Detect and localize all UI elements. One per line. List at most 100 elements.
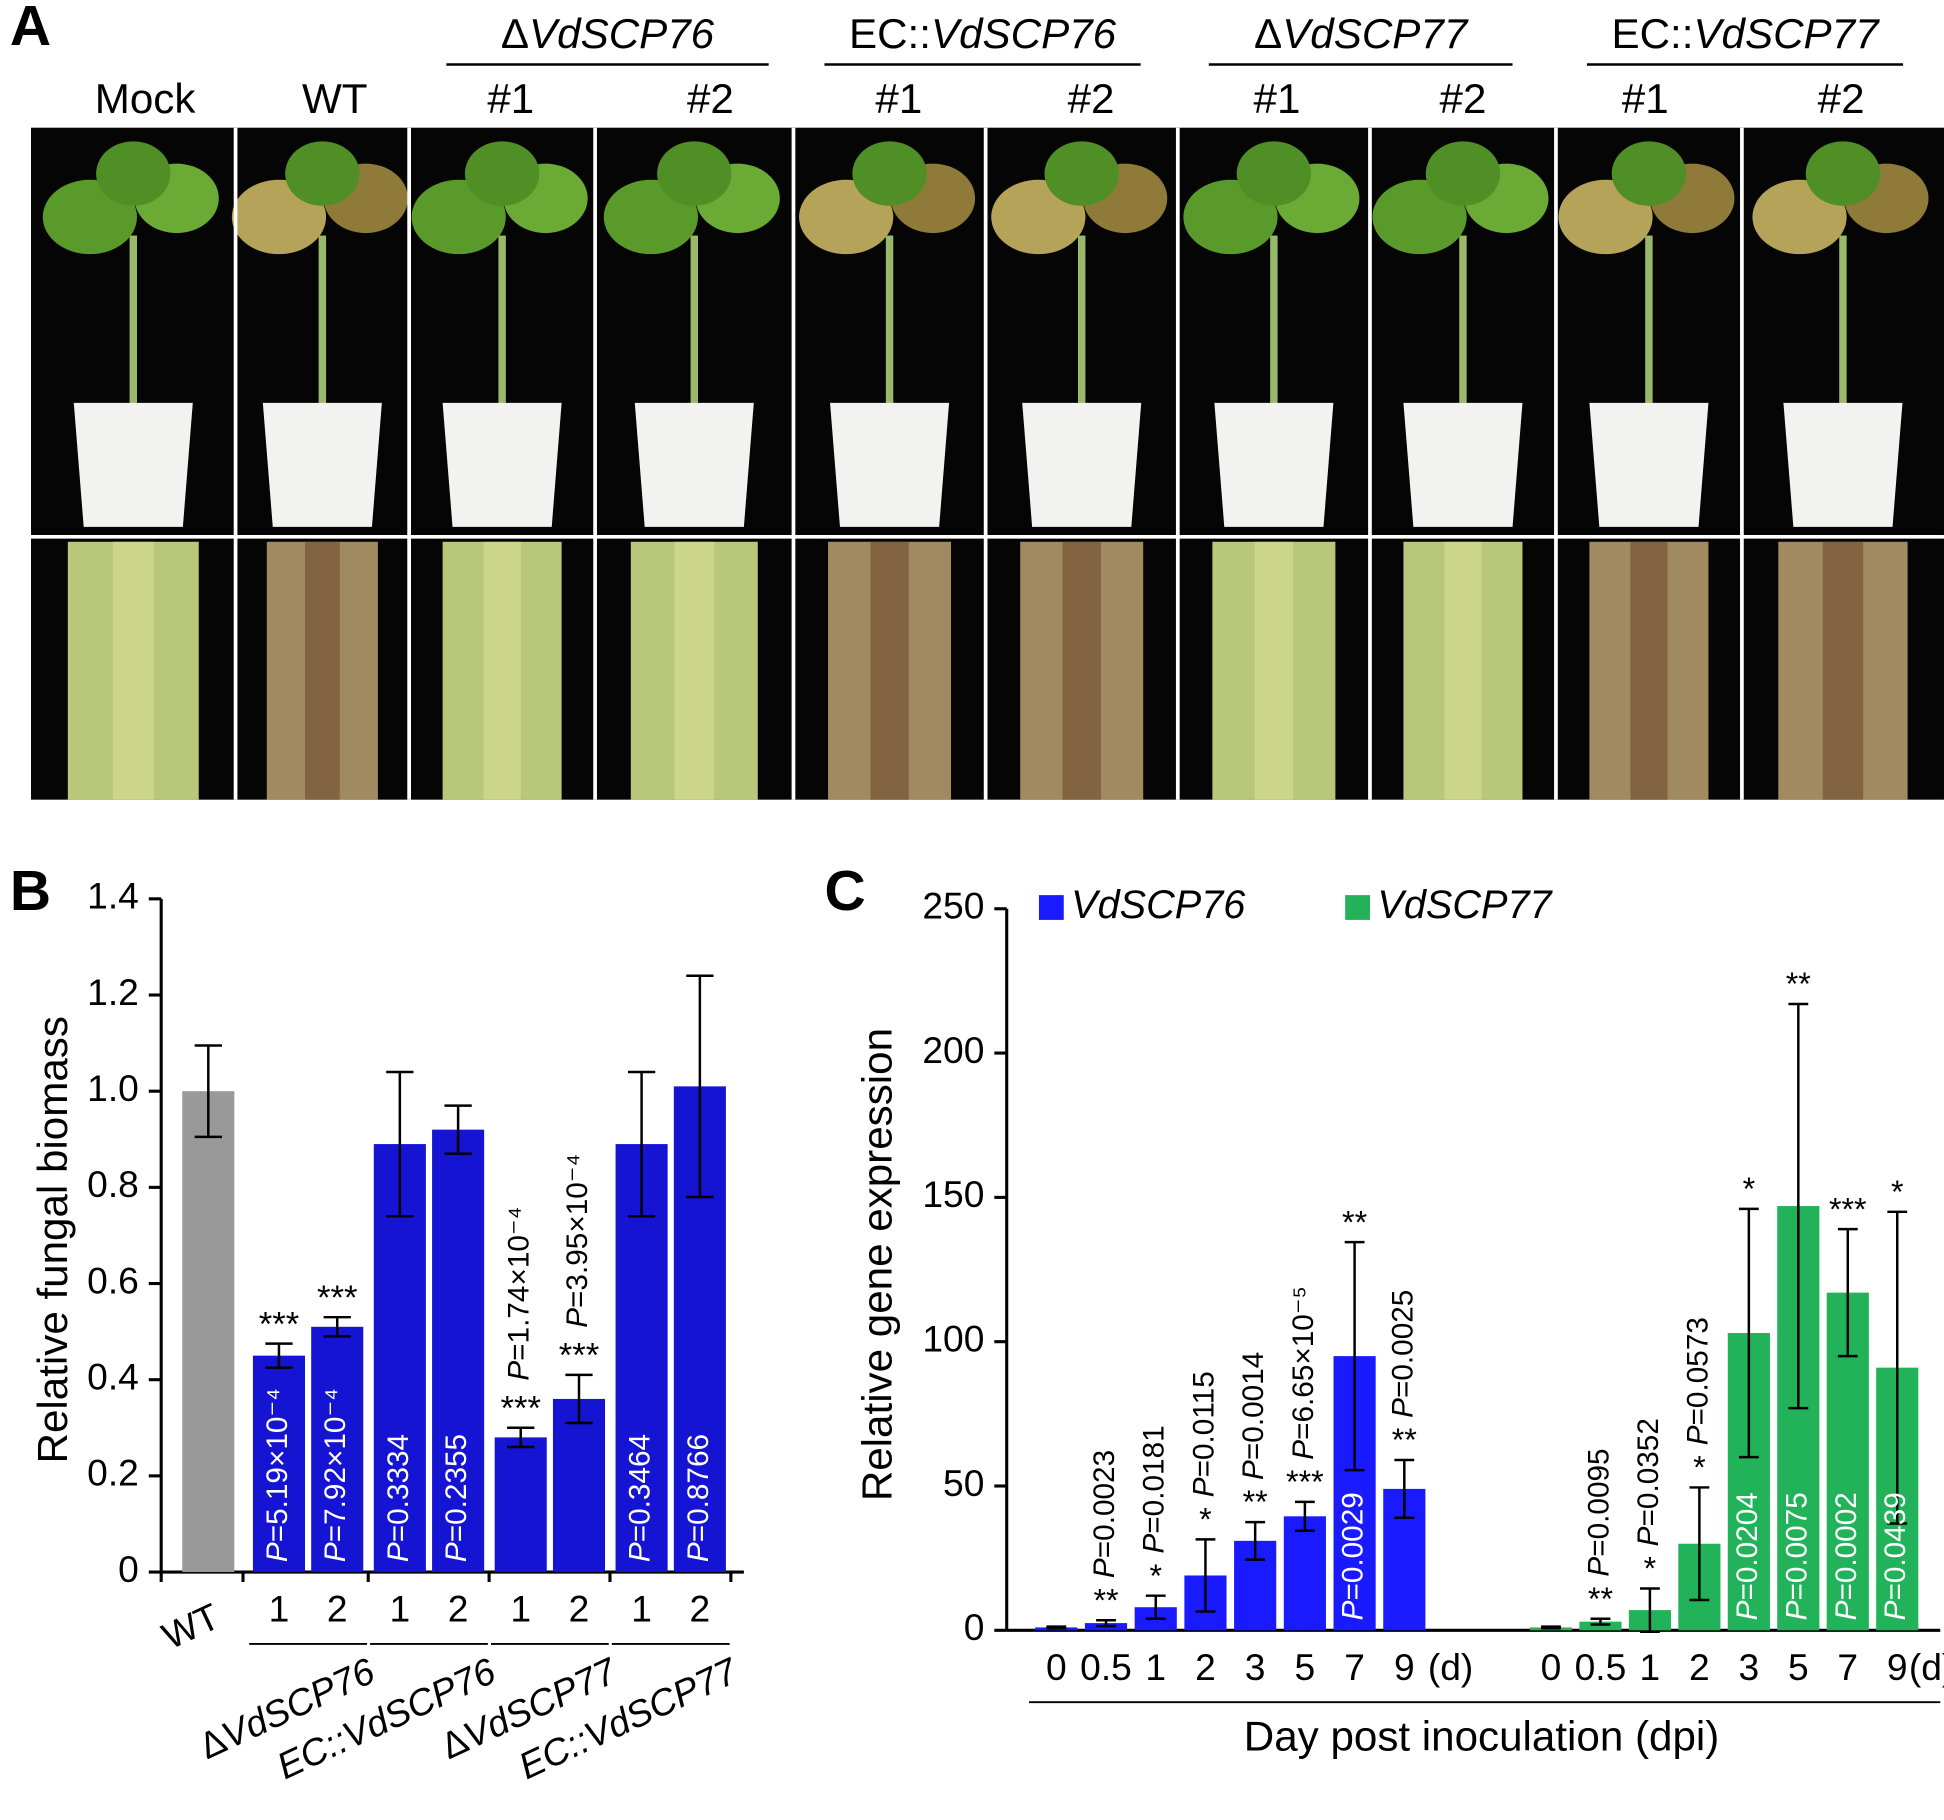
- pot: [1022, 402, 1142, 527]
- y-tick-label: 200: [922, 1029, 984, 1071]
- stem-section-core: [870, 541, 909, 800]
- legend-swatch: [1345, 895, 1370, 920]
- p-value-label: P=7.92×10⁻⁴: [319, 1388, 352, 1562]
- pot: [1783, 402, 1903, 527]
- significance: ***: [1286, 1464, 1324, 1500]
- x-tick-label: 3: [1739, 1646, 1760, 1688]
- leaf: [852, 141, 927, 206]
- stem-section-core: [1254, 541, 1294, 800]
- group-label: ΔVdSCP77: [1254, 10, 1469, 57]
- significance: **: [1392, 1422, 1418, 1458]
- stem: [129, 235, 138, 410]
- x-tick-label: 2: [569, 1588, 590, 1630]
- pot: [1214, 402, 1334, 527]
- pot: [442, 402, 562, 527]
- bar: [311, 1326, 364, 1573]
- column-label: #1: [1254, 75, 1301, 122]
- group-label: ΔVdSCP76: [501, 10, 715, 57]
- x-tick-label: 7: [1837, 1646, 1858, 1688]
- significance: *: [1743, 1171, 1756, 1207]
- bar: [494, 1437, 547, 1573]
- p-value-label: P=0.2355: [440, 1434, 473, 1562]
- leaf: [1236, 141, 1312, 206]
- p-value-label: P=0.3334: [382, 1434, 415, 1562]
- significance: ***: [1829, 1191, 1867, 1227]
- column-label: #1: [875, 75, 922, 122]
- p-value-label: P=0.0029: [1336, 1492, 1369, 1620]
- p-value-label: P=3.95×10⁻⁴: [561, 1154, 594, 1328]
- y-tick-label: 0.4: [87, 1356, 139, 1398]
- y-tick-label: 100: [922, 1318, 984, 1360]
- significance: *: [1644, 1551, 1657, 1587]
- significance: *: [1149, 1558, 1162, 1594]
- x-tick-label: 2: [1195, 1646, 1216, 1688]
- x-tick-label: 0: [1046, 1646, 1067, 1688]
- x-tick-label: 2: [1689, 1646, 1710, 1688]
- p-value-label: P=1.74×10⁻⁴: [503, 1207, 536, 1381]
- p-value-label: P=0.0025: [1386, 1290, 1419, 1418]
- stem-section-core: [1822, 541, 1864, 800]
- significance: **: [1786, 966, 1812, 1002]
- y-tick-label: 50: [943, 1462, 984, 1504]
- y-axis-title: Relative fungal biomass: [29, 1016, 76, 1463]
- column-label: Mock: [95, 75, 197, 122]
- x-tick-label: 1: [269, 1588, 290, 1630]
- x-axis-title: Day post inoculation (dpi): [1244, 1713, 1720, 1760]
- leaf: [1044, 141, 1119, 206]
- stem: [690, 235, 699, 410]
- y-tick-label: 0: [964, 1606, 985, 1648]
- x-tick-label: 7: [1344, 1646, 1365, 1688]
- p-value-label: P=0.0439: [1879, 1492, 1912, 1620]
- x-tick-label: 5: [1788, 1646, 1809, 1688]
- significance: **: [1588, 1581, 1614, 1617]
- p-value-label: P=0.0023: [1088, 1450, 1121, 1578]
- y-tick-label: 0: [118, 1548, 139, 1590]
- stem: [885, 235, 894, 410]
- x-tick-label: 1: [631, 1588, 652, 1630]
- significance: ***: [317, 1279, 358, 1317]
- column-label: #1: [487, 75, 534, 122]
- p-value-label: P=0.0115: [1187, 1371, 1220, 1497]
- leaf: [1805, 141, 1881, 206]
- x-tick-label: 2: [690, 1588, 711, 1630]
- group-label: EC::VdSCP76: [849, 10, 1117, 57]
- p-value-label: P=0.3464: [623, 1434, 656, 1562]
- stem-section-core: [304, 541, 340, 800]
- y-tick-label: 1.0: [87, 1067, 139, 1109]
- leaf: [1611, 141, 1687, 206]
- p-value-label: P=0.0204: [1731, 1492, 1764, 1620]
- leaf: [96, 141, 171, 206]
- pot: [830, 402, 950, 527]
- x-tick-label: 3: [1245, 1646, 1266, 1688]
- stem: [1078, 235, 1086, 410]
- y-tick-label: 0.8: [87, 1163, 139, 1205]
- legend-swatch: [1038, 895, 1064, 920]
- x-tick-label: 0: [1541, 1646, 1562, 1688]
- significance: *: [1891, 1174, 1904, 1210]
- x-tick-label: 1: [510, 1588, 531, 1630]
- stem-section-core: [674, 541, 715, 800]
- x-tick-label: 0.5: [1080, 1646, 1132, 1688]
- stem: [1270, 235, 1278, 410]
- significance: **: [1243, 1484, 1269, 1520]
- y-tick-label: 0.6: [87, 1259, 139, 1301]
- text-part: Δ: [501, 10, 529, 57]
- stem-section-core: [483, 541, 521, 800]
- stem: [1459, 235, 1467, 410]
- significance: ***: [500, 1390, 541, 1428]
- y-tick-label: 1.2: [87, 971, 139, 1013]
- bar: [552, 1398, 606, 1573]
- column-label: #1: [1622, 75, 1669, 122]
- y-axis-title: Relative gene expression: [853, 1028, 900, 1501]
- x-tick-label: 2: [327, 1588, 348, 1630]
- column-label: #2: [1440, 75, 1487, 122]
- y-tick-label: 250: [922, 885, 984, 927]
- leaf: [657, 141, 732, 206]
- significance: *: [1693, 1450, 1706, 1486]
- significance: **: [1342, 1204, 1368, 1240]
- stem: [318, 235, 327, 410]
- text-part: VdSCP76: [529, 10, 715, 57]
- pot: [73, 402, 193, 527]
- leaf: [464, 141, 540, 206]
